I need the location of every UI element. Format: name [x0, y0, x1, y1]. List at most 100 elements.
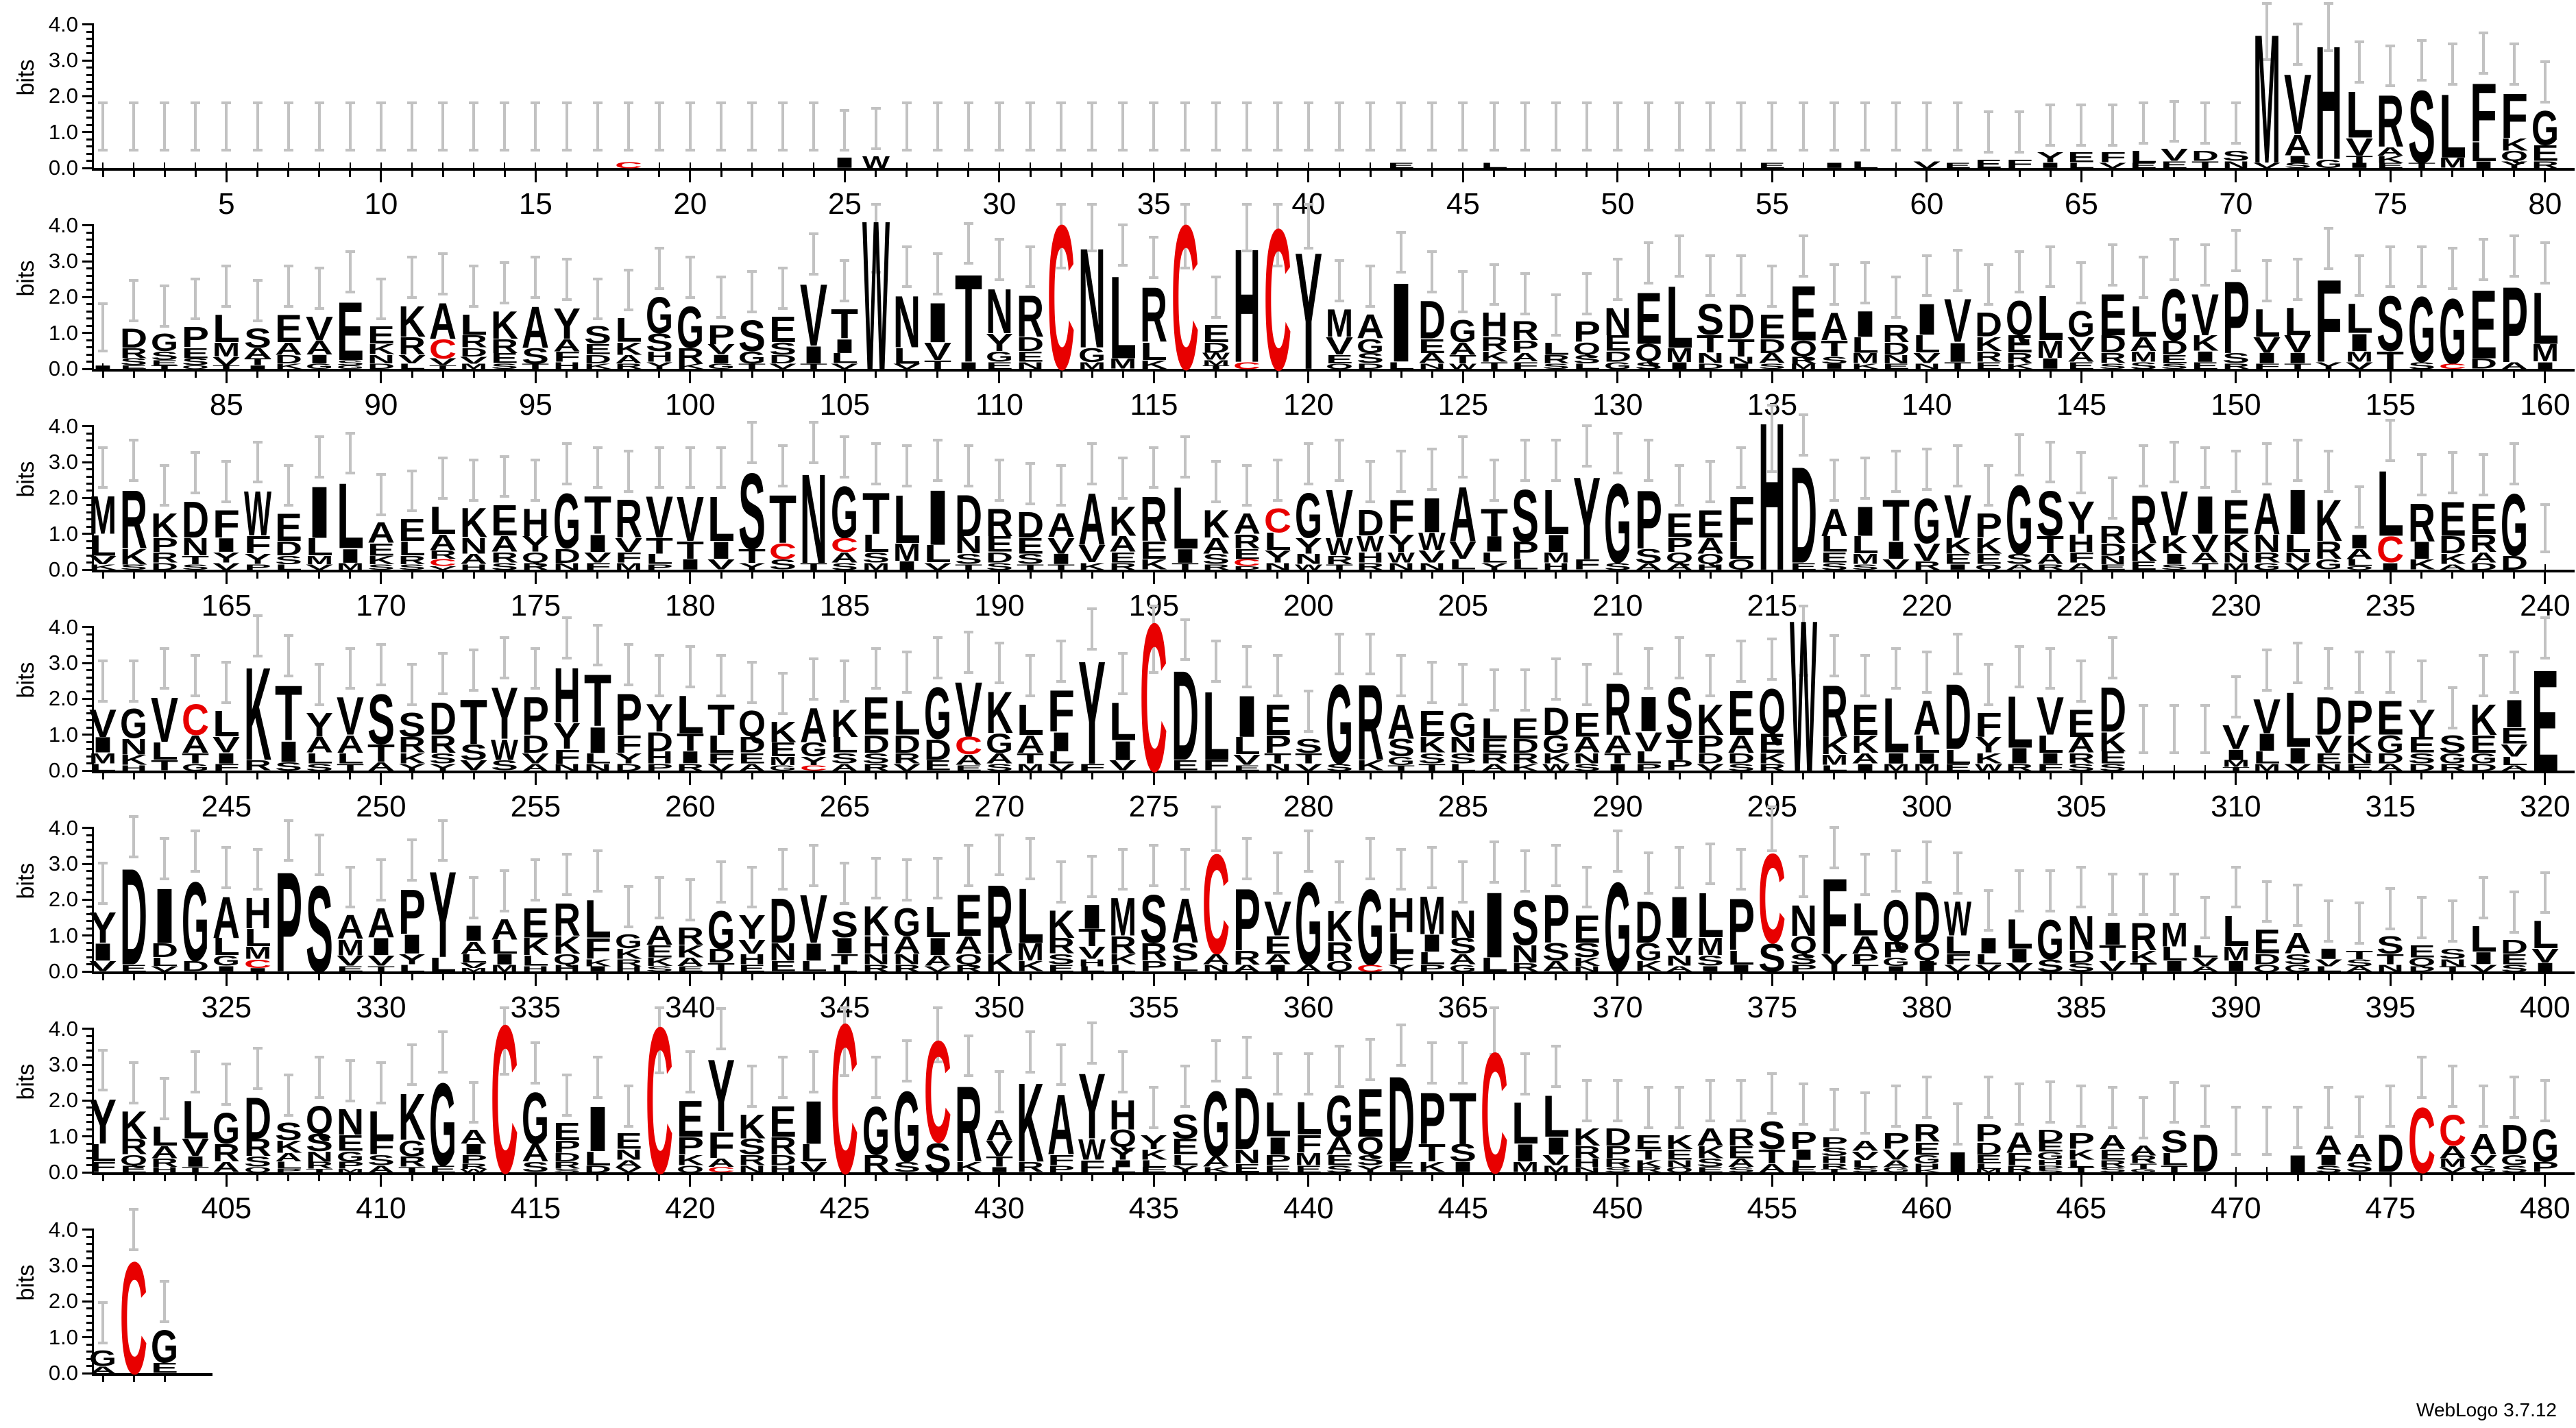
residue-letter-K: K — [398, 1080, 426, 1154]
residue-letter-G: G — [1295, 481, 1322, 552]
svg-text:V: V — [460, 758, 488, 774]
residue-letter-L: L — [398, 963, 426, 974]
residue-letter-H: H — [460, 563, 487, 571]
x-tick-minor — [287, 1175, 290, 1181]
error-bar-cap-bottom — [654, 287, 664, 290]
error-bar — [1709, 1079, 1712, 1122]
x-tick-minor — [472, 372, 475, 378]
x-tick-minor — [751, 372, 753, 378]
residue-letter-D: D — [1975, 306, 2002, 344]
error-bar-cap-top — [1458, 435, 1468, 438]
residue-letter-F: F — [1387, 490, 1415, 545]
x-tick-minor — [1276, 773, 1279, 779]
error-bar — [1987, 263, 1991, 306]
error-bar-cap-top — [1581, 101, 1592, 105]
residue-letter-W: W — [1078, 1133, 1106, 1166]
error-bar-cap-bottom — [871, 483, 881, 486]
error-bar-cap-top — [221, 1063, 232, 1066]
residue-letter-M: M — [1109, 887, 1137, 947]
residue-letter-R: R — [491, 336, 518, 357]
x-tick-label: 355 — [1129, 991, 1179, 1025]
svg-text:D: D — [2470, 762, 2497, 773]
error-bar-cap-top — [1705, 842, 1716, 845]
svg-text:S: S — [2408, 361, 2435, 372]
residue-letter-D: D — [1727, 750, 1755, 766]
residue-letter-Y: Y — [2037, 149, 2064, 166]
x-tick-major — [2544, 1175, 2547, 1187]
residue-letter-S: S — [522, 1159, 549, 1176]
error-bar — [1400, 654, 1403, 697]
error-bar — [2049, 440, 2052, 484]
error-bar — [2296, 883, 2300, 927]
x-tick-major — [534, 572, 537, 584]
error-bar — [2080, 865, 2083, 909]
residue-letter-L: L — [2346, 77, 2373, 152]
residue-letter-Y: Y — [1078, 630, 1106, 795]
residue-letter-V: V — [212, 354, 241, 368]
x-tick-label: 170 — [356, 589, 406, 623]
y-tick-minor — [86, 117, 92, 119]
error-bar — [657, 101, 661, 152]
residue-letter-E: E — [2377, 161, 2404, 169]
residue-letter-V: V — [800, 882, 827, 958]
residue-letter-N: N — [800, 447, 827, 590]
x-tick-minor — [1709, 372, 1712, 378]
error-bar-cap-top — [1921, 1075, 1932, 1078]
error-bar-cap-bottom — [1675, 504, 1685, 507]
error-bar-cap-bottom — [1149, 149, 1159, 152]
error-bar — [1585, 271, 1588, 315]
residue-letter-L: L — [1449, 557, 1477, 573]
residue-letter-R: R — [1604, 1156, 1631, 1170]
x-tick-label: 250 — [356, 790, 406, 824]
x-tick-minor — [2451, 171, 2454, 177]
y-tick-label: 2.0 — [37, 686, 78, 711]
residue-letter-D: D — [1233, 566, 1261, 571]
residue-letter-R: R — [2377, 81, 2404, 162]
residue-letter-D: D — [1542, 700, 1570, 744]
error-bar-cap-bottom — [2262, 300, 2272, 303]
residue-letter-S: S — [120, 356, 147, 367]
y-tick-label: 1.0 — [37, 923, 78, 948]
residue-letter-D: D — [2408, 762, 2435, 773]
x-tick-minor — [1029, 372, 1032, 378]
residue-letter-I: I — [707, 352, 735, 366]
error-bar-cap-top — [1489, 458, 1499, 461]
error-bar — [905, 444, 908, 487]
error-bar — [472, 1080, 476, 1124]
residue-letter-E: E — [1697, 503, 1724, 546]
x-tick-minor — [566, 773, 568, 779]
x-tick-minor — [2173, 773, 2176, 779]
residue-letter-L: L — [151, 738, 178, 766]
x-tick-minor — [1215, 773, 1217, 779]
residue-sliver — [998, 162, 1000, 168]
residue-letter-T: T — [182, 1165, 209, 1174]
residue-letter-Y: Y — [646, 361, 673, 372]
residue-letter-I: I — [924, 474, 951, 562]
error-bar — [843, 659, 847, 703]
residue-letter-H: H — [151, 1165, 178, 1174]
residue-letter-D: D — [553, 546, 581, 567]
error-bar-cap-bottom — [2293, 298, 2303, 301]
error-bar-cap-bottom — [1860, 497, 1870, 500]
svg-text:L: L — [275, 563, 302, 571]
error-bar — [2543, 1079, 2547, 1122]
residue-letter-K: K — [2501, 135, 2528, 154]
residue-letter-L: L — [151, 1122, 178, 1152]
residue-letter-G: G — [212, 1104, 240, 1153]
residue-stack-472: I — [2284, 1151, 2311, 1178]
svg-text:Y: Y — [2501, 160, 2528, 171]
error-bar-cap-top — [531, 646, 541, 650]
residue-letter-G: G — [1542, 731, 1570, 759]
svg-text:R: R — [1357, 561, 1385, 572]
x-tick-label: 105 — [820, 388, 870, 422]
